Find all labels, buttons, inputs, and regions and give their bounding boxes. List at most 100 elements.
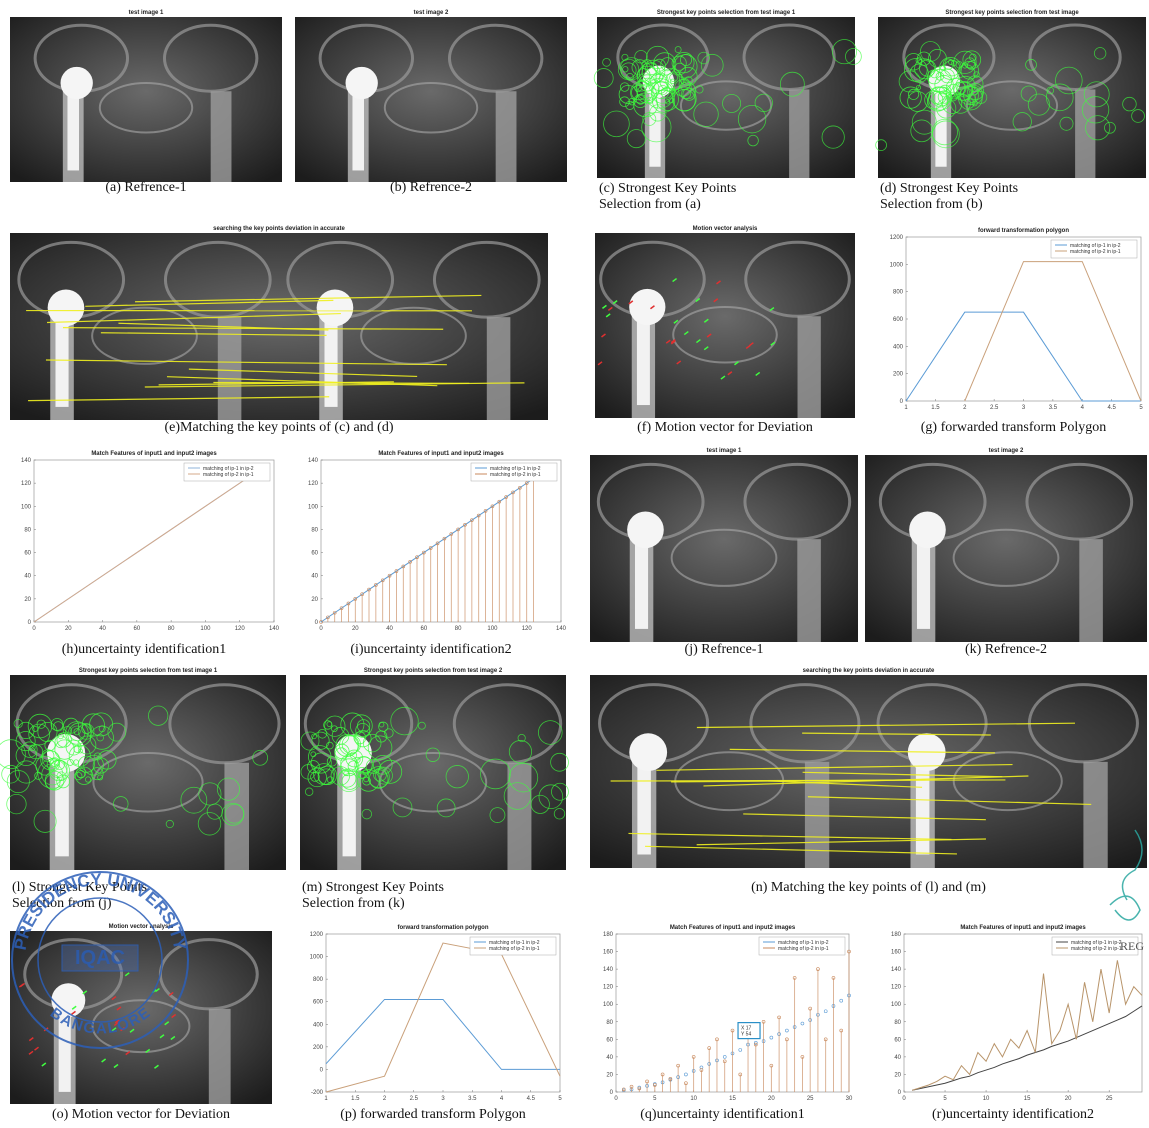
legend-label: matching of ip-2 in ip-1 xyxy=(489,946,540,952)
femur xyxy=(1075,89,1095,178)
panel: forward transformation polygon11.522.533… xyxy=(890,228,1144,435)
data-tip-text: Y 54 xyxy=(741,1032,751,1038)
y-tick-label: -200 xyxy=(311,1090,324,1096)
caption: (m) Strongest Key Points xyxy=(302,880,444,895)
panel: Match Features of input1 and input2 imag… xyxy=(891,925,1142,1122)
y-tick-label: 1200 xyxy=(890,235,904,241)
xray-image xyxy=(10,233,548,420)
image-title: test image 2 xyxy=(414,10,449,16)
y-tick-label: 1000 xyxy=(890,262,904,268)
y-tick-label: 140 xyxy=(603,967,614,973)
caption: (c) Strongest Key Points xyxy=(599,181,736,196)
y-tick-label: 100 xyxy=(308,504,319,510)
plot-area xyxy=(326,934,560,1092)
legend-label: matching of ip-2 in ip-1 xyxy=(203,472,254,478)
femur xyxy=(798,316,821,418)
implant-stem xyxy=(55,317,68,407)
y-tick-label: 0 xyxy=(898,1090,902,1096)
x-tick-label: 3 xyxy=(1022,405,1026,411)
x-tick-label: 10 xyxy=(690,1096,697,1102)
implant-head xyxy=(629,733,667,771)
caption: (n) Matching the key points of (l) and (… xyxy=(751,880,986,895)
implant-head xyxy=(346,67,378,99)
y-tick-label: 600 xyxy=(893,317,904,323)
caption: (f) Motion vector for Deviation xyxy=(637,420,813,435)
y-tick-label: 60 xyxy=(606,1037,613,1043)
x-tick-label: 5 xyxy=(943,1096,947,1102)
y-tick-label: 120 xyxy=(21,481,32,487)
x-tick-label: 20 xyxy=(768,1096,775,1102)
implant-stem xyxy=(635,539,648,629)
x-tick-label: 2.5 xyxy=(410,1096,419,1102)
y-tick-label: 160 xyxy=(891,950,902,956)
implant-stem xyxy=(637,762,651,855)
chart-title: Match Features of input1 and input2 imag… xyxy=(960,925,1086,931)
femur xyxy=(218,317,242,420)
femur xyxy=(789,89,809,178)
implant-stem xyxy=(917,539,930,629)
image-title: test image 1 xyxy=(129,10,164,16)
y-tick-label: 20 xyxy=(894,1072,901,1078)
y-tick-label: 0 xyxy=(315,620,319,626)
y-tick-label: 180 xyxy=(891,932,902,938)
image-title: Strongest key points selection from test… xyxy=(945,10,1079,16)
implant-head xyxy=(48,289,85,326)
panel: searching the key points deviation in ac… xyxy=(10,226,548,435)
panel: Strongest key points selection from test… xyxy=(876,10,1146,212)
y-tick-label: 800 xyxy=(313,977,324,983)
y-tick-label: 180 xyxy=(603,932,614,938)
xray-image xyxy=(597,17,855,178)
x-tick-label: 140 xyxy=(556,626,567,632)
legend-label: matching of ip-2 in ip-1 xyxy=(1071,946,1122,952)
x-tick-label: 100 xyxy=(200,626,211,632)
panel: Match Features of input1 and input2 imag… xyxy=(308,451,567,657)
caption: (j) Refrence-1 xyxy=(685,642,764,657)
image-title: searching the key points deviation in ac… xyxy=(803,668,935,674)
y-tick-label: 140 xyxy=(891,967,902,973)
femur xyxy=(507,763,531,870)
x-tick-label: 4.5 xyxy=(527,1096,536,1102)
y-tick-label: 100 xyxy=(891,1002,902,1008)
panels: test image 1(a) Refrence-1test image 2(b… xyxy=(0,10,1147,1122)
legend-label: matching of ip-2 in ip-1 xyxy=(1070,249,1121,255)
x-tick-label: 5 xyxy=(558,1096,562,1102)
y-tick-label: 40 xyxy=(311,574,318,580)
x-tick-label: 120 xyxy=(522,626,533,632)
image-title: Strongest key points selection from test… xyxy=(657,10,796,16)
x-tick-label: 5 xyxy=(653,1096,657,1102)
xray-image xyxy=(878,17,1146,178)
femur xyxy=(224,763,249,870)
x-tick-label: 40 xyxy=(99,626,106,632)
y-tick-label: 0 xyxy=(320,1067,324,1073)
chart-title: Match Features of input1 and input2 imag… xyxy=(378,451,504,457)
x-tick-label: 80 xyxy=(168,626,175,632)
y-tick-label: 140 xyxy=(308,458,319,464)
x-tick-label: 0 xyxy=(902,1096,906,1102)
x-tick-label: 0 xyxy=(614,1096,618,1102)
y-tick-label: 80 xyxy=(606,1020,613,1026)
y-tick-label: 0 xyxy=(28,620,32,626)
caption: (k) Refrence-2 xyxy=(965,642,1047,657)
y-tick-label: 160 xyxy=(603,950,614,956)
y-tick-label: 600 xyxy=(313,1000,324,1006)
x-tick-label: 20 xyxy=(65,626,72,632)
x-tick-label: 1.5 xyxy=(931,405,940,411)
y-tick-label: 140 xyxy=(21,458,32,464)
caption: (a) Refrence-1 xyxy=(105,180,186,195)
caption: Selection from (a) xyxy=(599,197,701,212)
implant-head xyxy=(627,511,664,548)
x-tick-label: 2 xyxy=(383,1096,387,1102)
xray-image xyxy=(10,17,282,182)
panel: forward transformation polygon11.522.533… xyxy=(310,925,563,1122)
implant-head xyxy=(909,511,946,548)
caption: (r)uncertainty identification2 xyxy=(932,1107,1094,1122)
y-tick-label: 200 xyxy=(893,372,904,378)
xray-image xyxy=(865,455,1147,642)
implant-stem xyxy=(352,91,364,170)
femur xyxy=(211,91,232,182)
implant-stem xyxy=(649,89,660,166)
x-tick-label: 1 xyxy=(904,405,908,411)
x-tick-label: 80 xyxy=(455,626,462,632)
panel: Match Features of input1 and input2 imag… xyxy=(21,451,280,657)
y-tick-label: 400 xyxy=(313,1022,324,1028)
